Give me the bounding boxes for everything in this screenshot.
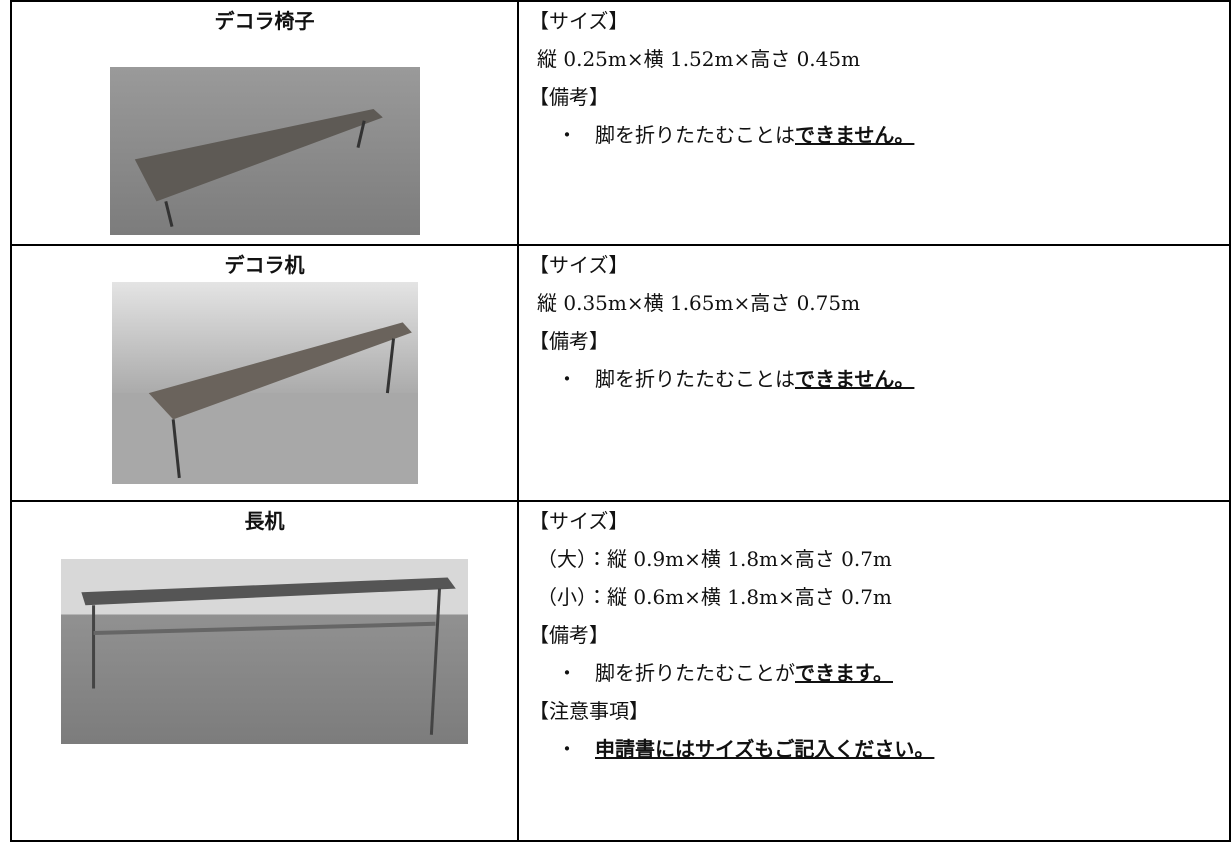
- table-row: デコラ机 【サイズ】縦 0.35m×横 1.65m×高さ 0.75m 【備考】・脚を…: [10, 244, 1231, 502]
- detail-cell: 【サイズ】 （大）：縦 0.9m×横 1.8m×高さ 0.7m （小）：縦 0.6m…: [517, 500, 1231, 842]
- bullet: ・: [557, 661, 577, 685]
- note-line: ・脚を折りたたむことができます。: [529, 654, 1229, 692]
- item-cell: デコラ机: [10, 244, 519, 502]
- bench-leg: [356, 120, 366, 148]
- spec-line: 縦 0.25m×横 1.52m×高さ 0.45m: [537, 47, 861, 71]
- item-cell: デコラ椅子: [10, 0, 519, 246]
- furniture-table: デコラ椅子 【サイズ】縦 0.25m×横 1.52m×高さ 0.45m 【備考】・脚…: [10, 0, 1231, 842]
- emphasis-text: できません。: [795, 367, 915, 391]
- spec-line: （小）：縦 0.6m×横 1.8m×高さ 0.7m: [537, 585, 892, 609]
- detail-cell: 【サイズ】縦 0.35m×横 1.65m×高さ 0.75m 【備考】・脚を折りたた…: [517, 244, 1231, 502]
- note-text: 脚を折りたたむことは: [595, 123, 795, 147]
- table-row: デコラ椅子 【サイズ】縦 0.25m×横 1.52m×高さ 0.45m 【備考】・脚…: [10, 0, 1231, 246]
- floor: [111, 393, 418, 484]
- desk-leg: [385, 338, 395, 394]
- item-name: デコラ机: [224, 253, 305, 277]
- emphasis-text: できます。: [795, 661, 893, 685]
- item-name: デコラ椅子: [214, 9, 315, 33]
- detail-cell: 【サイズ】縦 0.25m×横 1.52m×高さ 0.45m 【備考】・脚を折りたた…: [517, 0, 1231, 246]
- note-line: ・脚を折りたたむことはできません。: [529, 360, 1229, 398]
- table-leg: [429, 588, 442, 735]
- section-heading: 【備考】: [529, 329, 609, 353]
- photo: [111, 282, 418, 484]
- table-body: デコラ椅子 【サイズ】縦 0.25m×横 1.52m×高さ 0.45m 【備考】・脚…: [10, 0, 1231, 842]
- note-text: 脚を折りたたむことは: [595, 367, 795, 391]
- table-bar: [93, 621, 436, 635]
- note-line: ・脚を折りたたむことはできません。: [529, 116, 1229, 154]
- photo: [109, 67, 420, 235]
- emphasis-text: 申請書にはサイズもご記入ください。: [595, 737, 935, 761]
- section-heading: 【注意事項】: [529, 699, 649, 723]
- section-heading: 【備考】: [529, 623, 609, 647]
- bullet: ・: [557, 367, 577, 391]
- section-heading: 【備考】: [529, 85, 609, 109]
- spec-line: （大）：縦 0.9m×横 1.8m×高さ 0.7m: [537, 547, 892, 571]
- note-text: 脚を折りたたむことが: [595, 661, 795, 685]
- bullet: ・: [557, 737, 577, 761]
- item-cell: 長机: [10, 500, 519, 842]
- item-name: 長机: [244, 509, 285, 533]
- bullet: ・: [557, 123, 577, 147]
- spec-line: 縦 0.35m×横 1.65m×高さ 0.75m: [537, 291, 861, 315]
- photo: [61, 559, 468, 744]
- table-row: 長机 【サイズ】 （大）：縦 0.9m×横 1.8m×高さ 0.7m （小）：縦 0.…: [10, 500, 1231, 842]
- desk-top: [148, 322, 412, 420]
- section-heading: 【サイズ】: [529, 9, 629, 33]
- desk-leg: [171, 419, 181, 479]
- emphasis-text: できません。: [795, 123, 915, 147]
- table-top: [81, 577, 456, 606]
- bench-leg: [163, 201, 173, 227]
- bench-top: [134, 109, 383, 202]
- note-line: ・申請書にはサイズもご記入ください。: [529, 730, 1229, 768]
- section-heading: 【サイズ】: [529, 253, 629, 277]
- section-heading: 【サイズ】: [529, 509, 629, 533]
